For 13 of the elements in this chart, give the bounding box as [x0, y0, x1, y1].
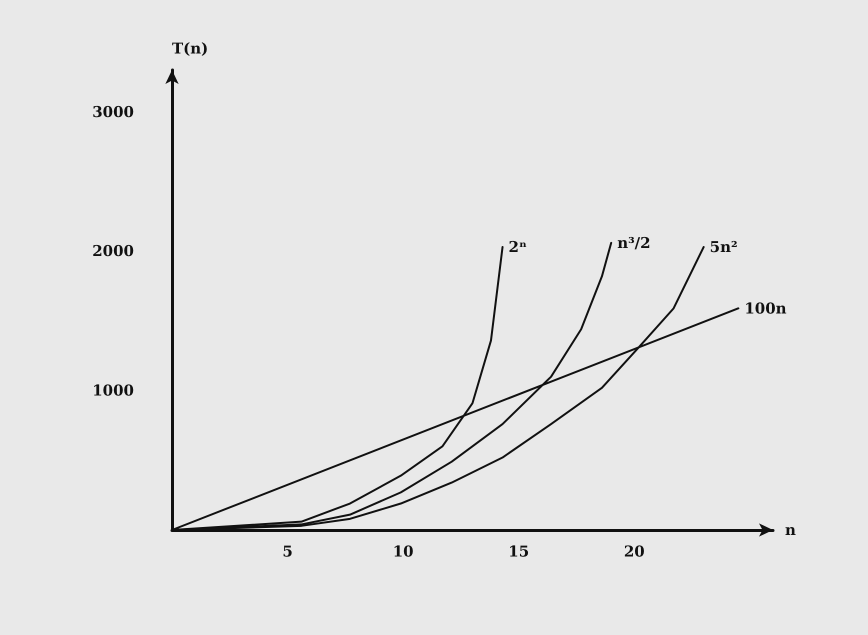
series-label: n³/2 — [617, 234, 651, 252]
x-tick-label: 15 — [508, 542, 530, 560]
y-tick-label: 1000 — [92, 382, 134, 400]
y-tick-label: 3000 — [92, 102, 134, 121]
series-label: 5n² — [710, 238, 738, 256]
x-tick-label: 5 — [282, 542, 293, 560]
y-tick-label: 2000 — [92, 242, 134, 260]
series-label: 100n — [744, 299, 787, 318]
x-tick-label: 10 — [392, 542, 414, 560]
series-label: 2ⁿ — [508, 238, 527, 256]
x-tick-label: 20 — [624, 542, 645, 560]
x-axis-title: n — [785, 521, 796, 539]
y-axis-title: T(n) — [172, 40, 208, 58]
